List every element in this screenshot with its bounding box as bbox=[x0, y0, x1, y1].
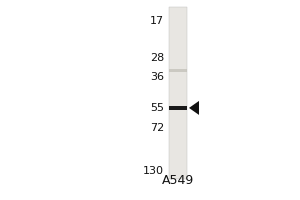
Text: 130: 130 bbox=[143, 166, 164, 176]
Text: A549: A549 bbox=[162, 174, 194, 187]
Text: 17: 17 bbox=[150, 16, 164, 26]
Text: 55: 55 bbox=[150, 103, 164, 113]
Bar bbox=[169, 106, 187, 110]
Text: 72: 72 bbox=[150, 123, 164, 133]
Text: 36: 36 bbox=[150, 72, 164, 82]
Bar bbox=[169, 69, 187, 72]
Text: 28: 28 bbox=[150, 53, 164, 63]
Bar bbox=[169, 7, 187, 179]
Polygon shape bbox=[189, 101, 199, 115]
